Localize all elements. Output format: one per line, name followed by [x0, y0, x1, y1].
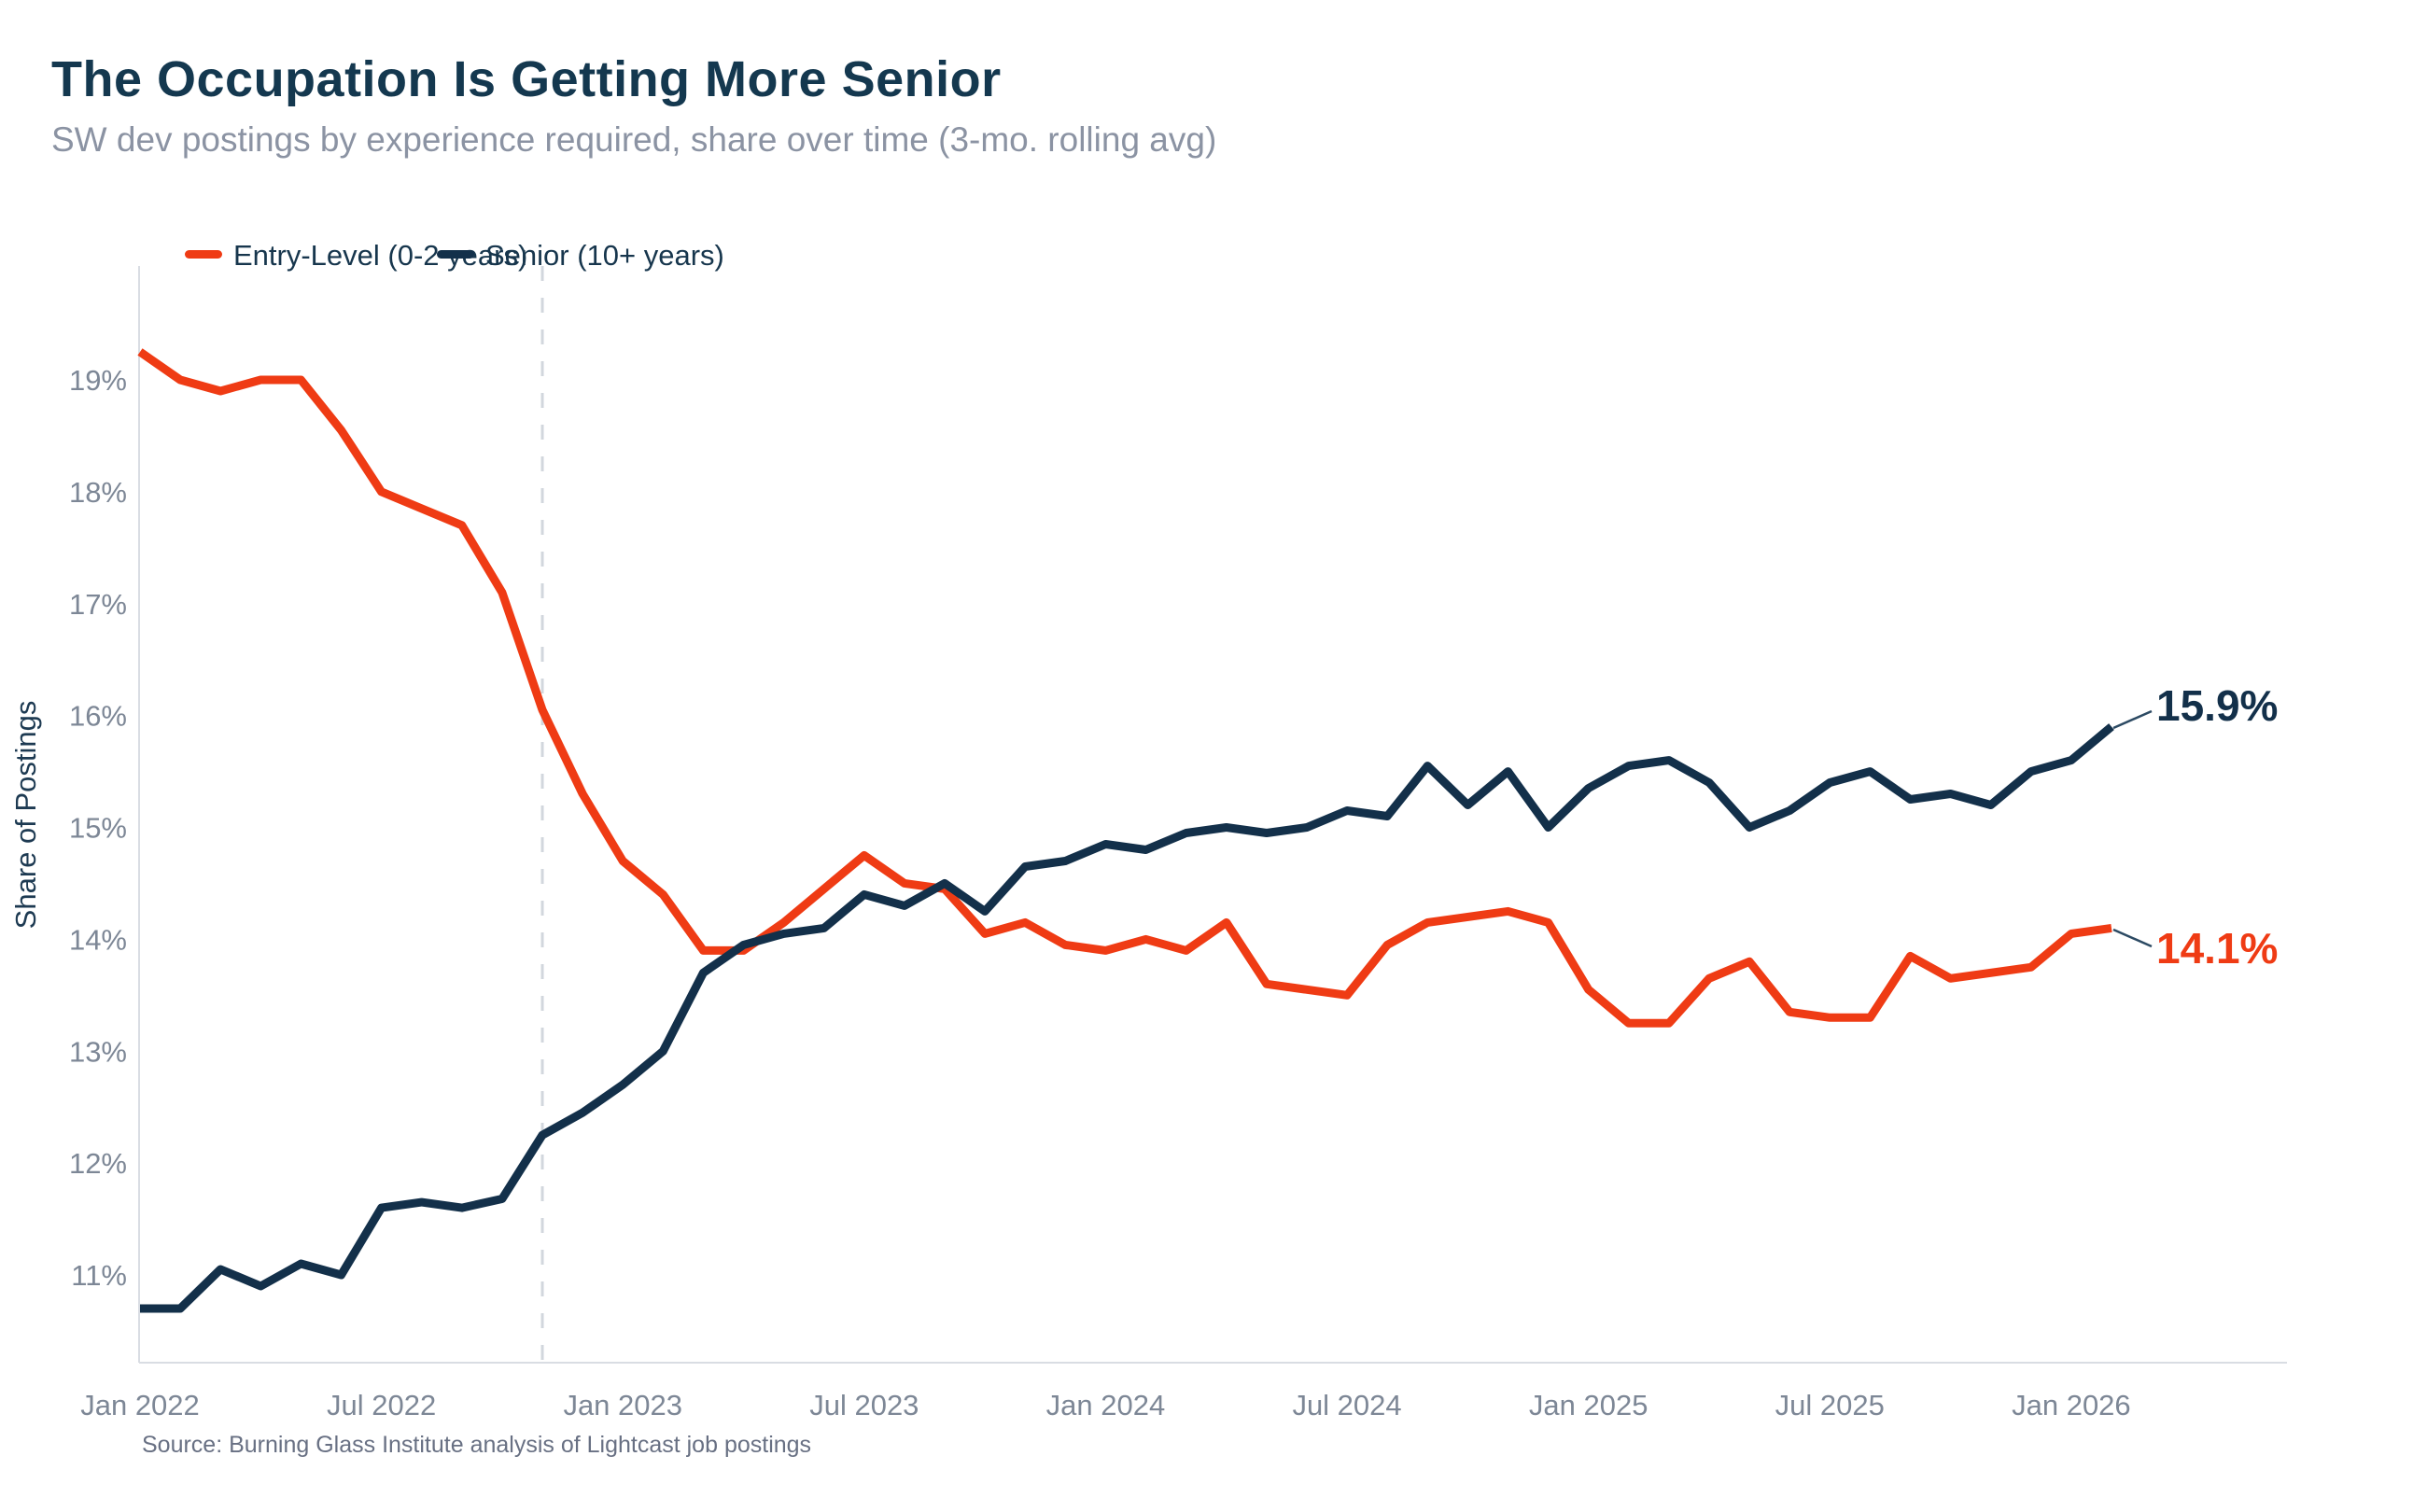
x-tick-label: Jan 2024: [1046, 1389, 1166, 1421]
chart-subtitle: SW dev postings by experience required, …: [51, 120, 1216, 159]
y-tick-label: 14%: [69, 923, 127, 956]
x-tick-label: Jan 2023: [563, 1389, 682, 1421]
legend-swatch-senior: [437, 250, 474, 259]
entry-level-line: [137, 348, 2112, 1028]
x-tick-label: Jul 2022: [327, 1389, 436, 1421]
senior-leader-line: [2112, 709, 2153, 730]
entry-level-leader-line: [2112, 928, 2153, 948]
y-tick-label: 12%: [69, 1147, 127, 1180]
legend-label-senior: Senior (10+ years): [485, 239, 724, 272]
data-series-group: [137, 348, 2114, 1313]
x-tick-label: Jan 2022: [80, 1389, 200, 1421]
x-tick-label: Jan 2025: [1529, 1389, 1648, 1421]
source-note: Source: Burning Glass Institute analysis…: [142, 1432, 811, 1458]
entry-level-end-label: 14.1%: [2156, 924, 2278, 973]
y-tick-label: 18%: [69, 476, 127, 509]
y-tick-label: 15%: [69, 812, 127, 845]
x-tick-label: Jul 2024: [1292, 1389, 1401, 1421]
senior-end-label: 15.9%: [2156, 681, 2278, 730]
y-axis-tick-labels: 19% 18% 17% 16% 15% 14% 13% 12% 11%: [69, 364, 127, 1292]
legend: Entry-Level (0-2 years) Senior (10+ year…: [185, 239, 724, 272]
x-tick-label: Jan 2026: [2012, 1389, 2131, 1421]
senior-line: [140, 723, 2114, 1313]
y-tick-label: 19%: [69, 364, 127, 397]
y-tick-label: 17%: [69, 588, 127, 621]
x-tick-label: Jul 2025: [1775, 1389, 1885, 1421]
x-axis-tick-labels: Jan 2022 Jul 2022 Jan 2023 Jul 2023 Jan 2024…: [80, 1389, 2130, 1421]
legend-swatch-entry-level: [185, 250, 222, 259]
y-axis-title: Share of Postings: [9, 701, 42, 930]
page-title: The Occupation Is Getting More Senior: [51, 51, 1002, 107]
legend-label-entry-level: Entry-Level (0-2 years): [233, 239, 527, 272]
y-tick-label: 16%: [69, 700, 127, 733]
end-annotations: 15.9% 14.1%: [2112, 681, 2278, 973]
y-tick-label: 11%: [71, 1259, 127, 1292]
x-tick-label: Jul 2023: [809, 1389, 919, 1421]
y-tick-label: 13%: [69, 1035, 127, 1068]
